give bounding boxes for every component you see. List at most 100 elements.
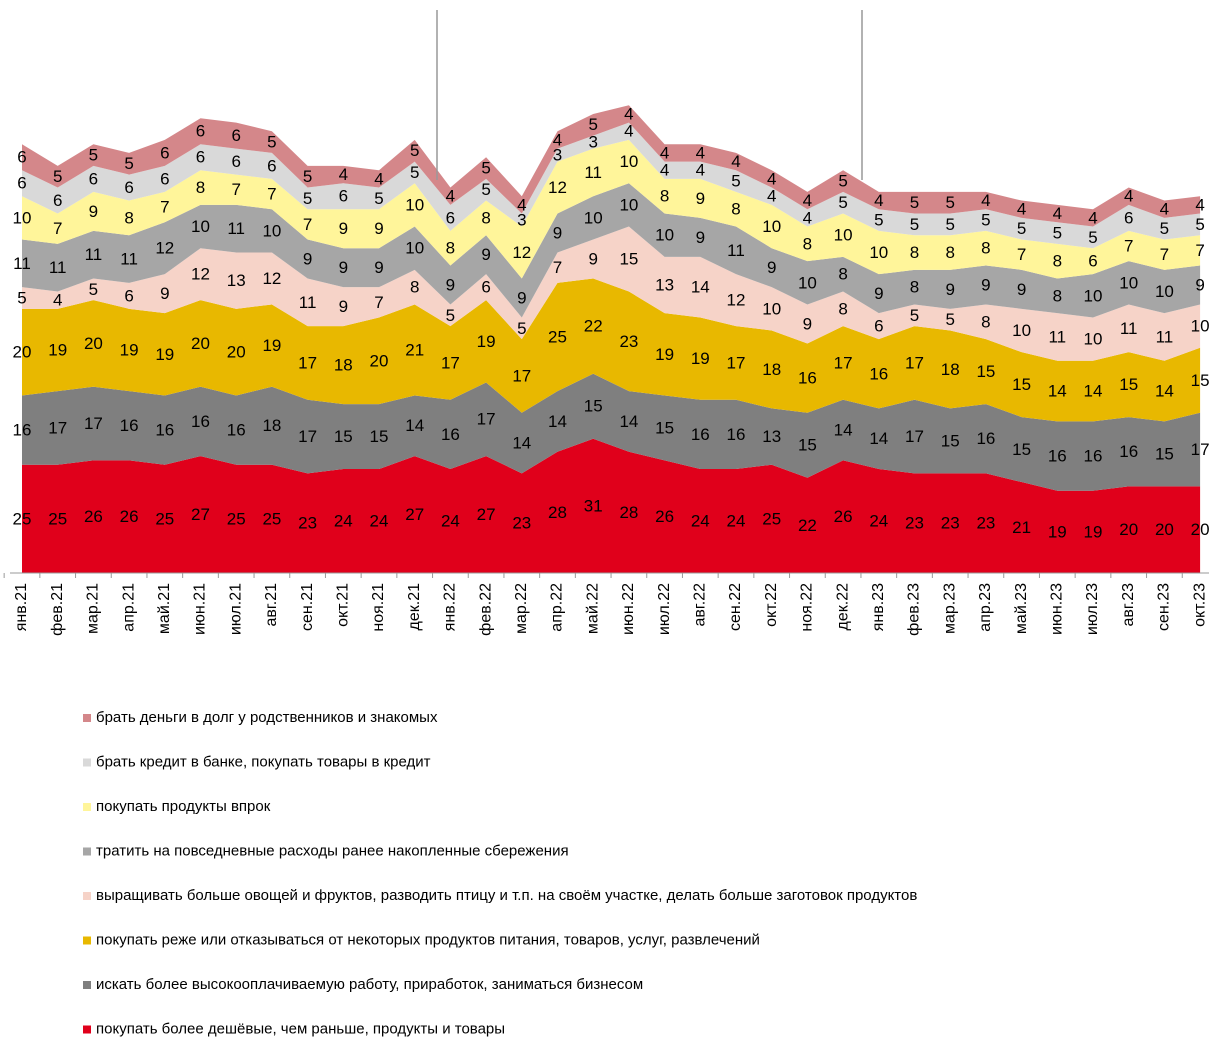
value-label: 16	[976, 429, 995, 448]
value-label: 5	[1053, 224, 1062, 243]
value-label: 10	[1155, 282, 1174, 301]
value-label: 12	[191, 265, 210, 284]
value-label: 10	[191, 217, 210, 236]
value-label: 15	[798, 436, 817, 455]
value-label: 6	[446, 208, 455, 227]
x-tick-label: апр.22	[549, 583, 566, 632]
value-label: 26	[655, 507, 674, 526]
value-label: 10	[834, 226, 853, 245]
value-label: 5	[124, 154, 133, 173]
legend-label: выращивать больше овощей и фруктов, разв…	[96, 887, 917, 904]
value-label: 15	[1155, 444, 1174, 463]
value-label: 5	[910, 193, 919, 212]
value-label: 15	[1012, 440, 1031, 459]
value-label: 18	[941, 360, 960, 379]
value-label: 15	[584, 397, 603, 416]
value-label: 8	[910, 243, 919, 262]
value-label: 6	[89, 169, 98, 188]
value-label: 4	[624, 104, 633, 123]
value-label: 8	[481, 208, 490, 227]
area	[22, 139, 1201, 279]
value-label: 9	[303, 250, 312, 269]
value-label: 10	[619, 152, 638, 171]
value-label: 9	[588, 250, 597, 269]
value-label: 5	[517, 319, 526, 338]
value-label: 9	[767, 258, 776, 277]
area	[22, 278, 1201, 422]
value-label: 5	[374, 189, 383, 208]
value-label: 10	[869, 243, 888, 262]
value-label: 28	[619, 503, 638, 522]
value-label: 4	[731, 152, 740, 171]
x-tick-label: июн.23	[1049, 583, 1066, 635]
value-label: 24	[334, 512, 353, 531]
x-tick-label: мар.23	[941, 583, 958, 634]
value-label: 21	[1012, 518, 1031, 537]
value-label: 25	[227, 509, 246, 528]
value-label: 5	[410, 141, 419, 160]
value-label: 16	[727, 425, 746, 444]
x-tick-label: мар.21	[85, 583, 102, 634]
value-label: 4	[660, 161, 669, 180]
legend-swatch	[83, 892, 91, 900]
value-label: 8	[910, 278, 919, 297]
value-label: 14	[1155, 382, 1174, 401]
value-label: 16	[191, 412, 210, 431]
x-tick-label: апр.23	[977, 583, 994, 632]
x-tick-label: июл.21	[227, 583, 244, 635]
value-label: 11	[120, 250, 138, 269]
value-label: 17	[48, 418, 67, 437]
value-label: 10	[405, 195, 424, 214]
value-label: 13	[762, 427, 781, 446]
value-label: 19	[1084, 522, 1103, 541]
value-label: 6	[196, 122, 205, 141]
value-label: 8	[1053, 252, 1062, 271]
value-label: 7	[160, 198, 169, 217]
value-label: 15	[1191, 371, 1209, 390]
x-tick-label: апр.21	[120, 583, 137, 632]
value-label: 8	[196, 178, 205, 197]
value-label: 5	[53, 167, 62, 186]
value-label: 5	[89, 146, 98, 165]
x-tick-label: фев.21	[49, 583, 66, 636]
value-label: 5	[588, 115, 597, 134]
value-label: 5	[945, 215, 954, 234]
value-label: 14	[512, 434, 531, 453]
legend-swatch	[83, 1025, 91, 1034]
value-label: 3	[517, 211, 526, 230]
value-label: 5	[910, 306, 919, 325]
x-tick-label: ноя.22	[799, 583, 816, 632]
value-label: 23	[941, 514, 960, 533]
value-label: 8	[838, 265, 847, 284]
legend-swatch	[83, 714, 91, 722]
value-label: 10	[655, 226, 674, 245]
value-label: 11	[727, 241, 745, 260]
value-label: 8	[446, 239, 455, 258]
value-label: 20	[370, 351, 389, 370]
value-label: 10	[1119, 273, 1138, 292]
value-label: 20	[1191, 520, 1209, 539]
value-label: 16	[798, 369, 817, 388]
value-label: 5	[731, 172, 740, 191]
value-label: 4	[1053, 204, 1062, 223]
value-label: 7	[231, 180, 240, 199]
x-tick-label: сен.23	[1156, 583, 1173, 631]
value-label: 19	[1048, 522, 1067, 541]
x-tick-label: янв.22	[442, 583, 459, 631]
value-label: 19	[155, 345, 174, 364]
value-label: 19	[477, 332, 496, 351]
legend-label: брать деньги в долг у родственников и зн…	[96, 709, 438, 726]
value-label: 17	[477, 410, 496, 429]
x-tick-label: июл.23	[1084, 583, 1101, 635]
value-label: 8	[124, 208, 133, 227]
value-label: 14	[1084, 382, 1103, 401]
value-label: 5	[481, 159, 490, 178]
value-label: 6	[1088, 252, 1097, 271]
value-label: 9	[874, 284, 883, 303]
area	[22, 373, 1201, 491]
value-label: 6	[53, 191, 62, 210]
value-label: 6	[231, 126, 240, 145]
value-label: 9	[339, 219, 348, 238]
value-label: 10	[13, 208, 32, 227]
value-label: 17	[834, 353, 853, 372]
